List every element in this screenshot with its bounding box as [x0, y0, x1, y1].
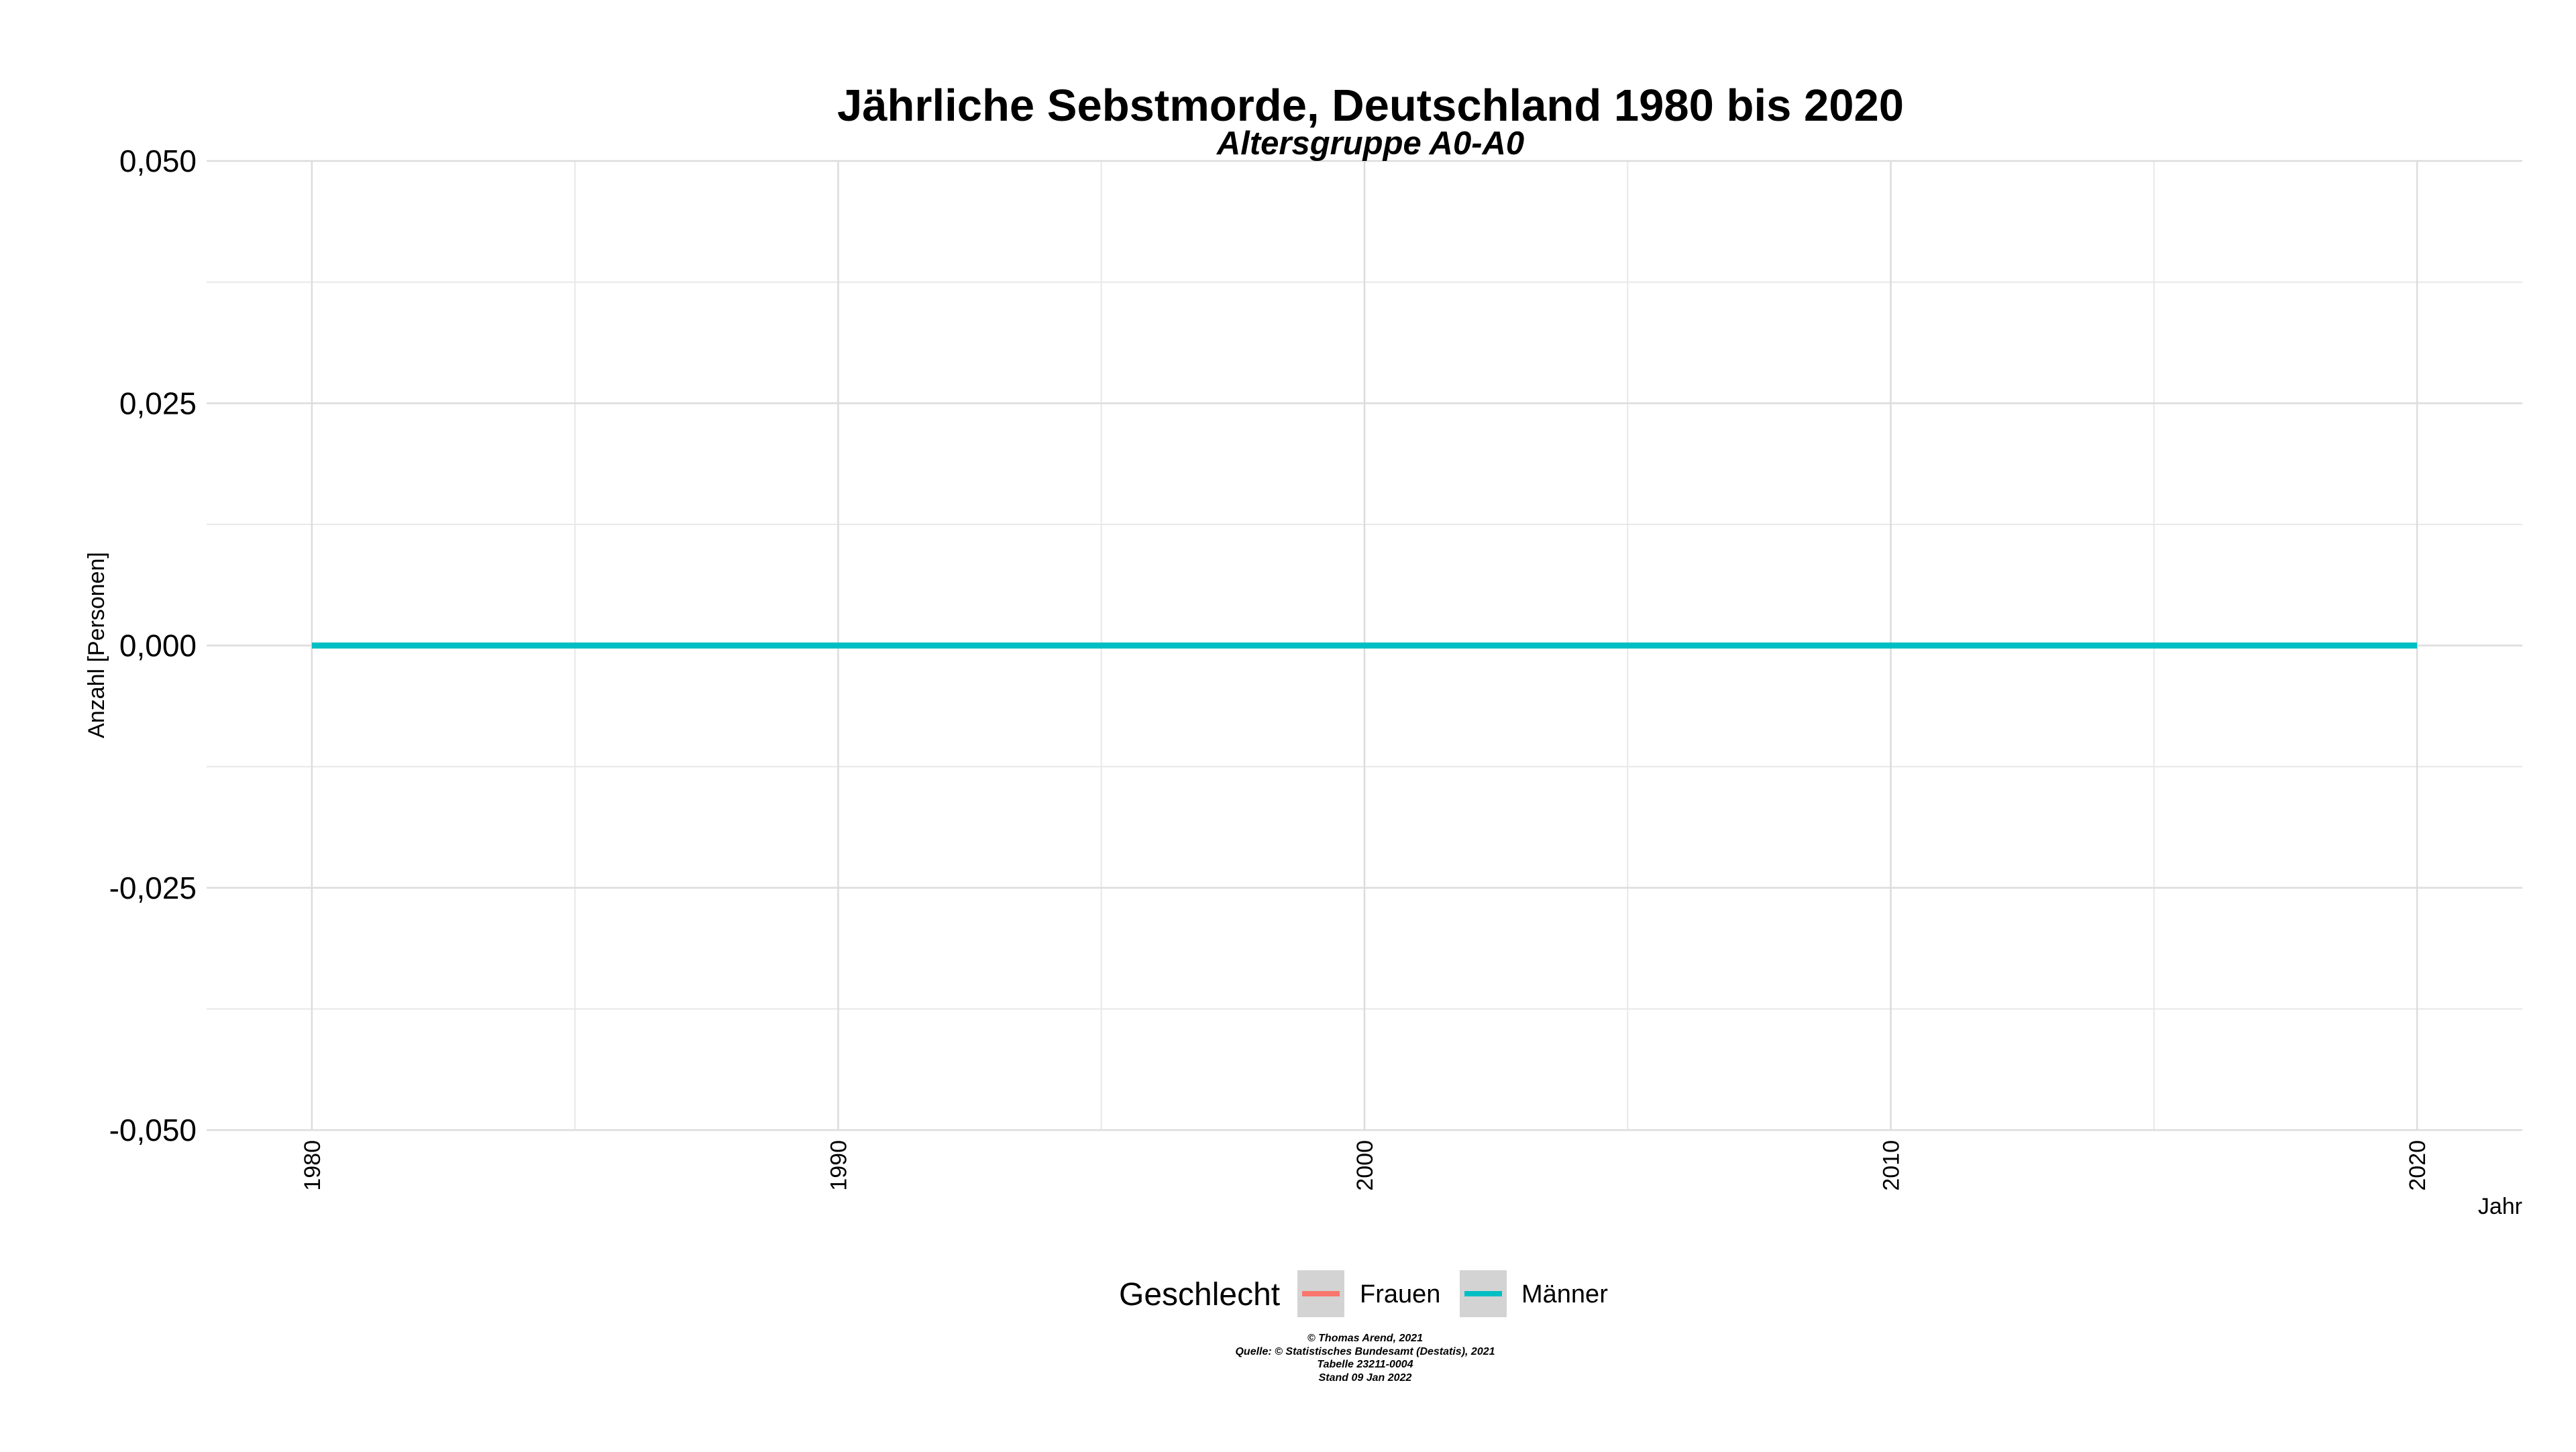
y-tick-label-4: 0,050: [119, 144, 197, 178]
legend: Geschlecht Frauen Männer: [1119, 1270, 1608, 1317]
caption-line-2: Quelle: © Statistisches Bundesamt (Desta…: [1235, 1346, 1495, 1357]
legend-label-frauen: Frauen: [1360, 1280, 1440, 1308]
legend-label-maenner: Männer: [1521, 1280, 1608, 1308]
caption-line-4: Stand 09 Jan 2022: [1319, 1372, 1412, 1384]
x-tick-label-2: 2000: [1352, 1140, 1378, 1191]
axis-layer: -0,050 -0,025 0,000 0,025 0,050 1980 1990 2000 2…: [109, 144, 2431, 1191]
y-tick-label-3: 0,025: [119, 386, 197, 421]
chart-subtitle: Altersgruppe A0-A0: [1216, 125, 1524, 162]
caption: © Thomas Arend, 2021 Quelle: © Statistis…: [1235, 1333, 1495, 1384]
x-tick-label-3: 2010: [1879, 1140, 1904, 1191]
x-tick-label-0: 1980: [300, 1140, 325, 1191]
chart-title: Jährliche Sebstmorde, Deutschland 1980 b…: [837, 80, 1904, 131]
y-tick-label-0: -0,050: [109, 1113, 197, 1148]
y-tick-label-1: -0,025: [109, 871, 197, 905]
y-axis-label: Anzahl [Personen]: [84, 552, 109, 738]
x-tick-label-1: 1990: [826, 1140, 851, 1191]
legend-title: Geschlecht: [1119, 1277, 1280, 1313]
caption-line-1: © Thomas Arend, 2021: [1307, 1333, 1423, 1344]
x-axis-label: Jahr: [2478, 1194, 2522, 1219]
caption-line-3: Tabelle 23211-0004: [1317, 1359, 1413, 1370]
x-tick-label-4: 2020: [2405, 1140, 2430, 1191]
y-tick-label-2: 0,000: [119, 628, 197, 663]
